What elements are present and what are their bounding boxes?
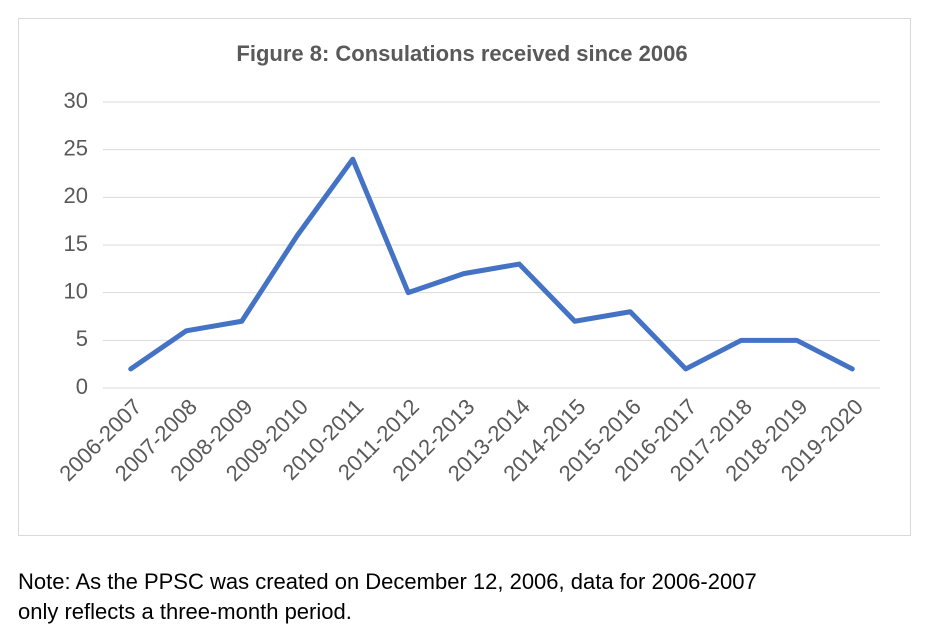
note-line: only reflects a three-month period. [18, 599, 352, 624]
y-tick-label: 25 [64, 135, 88, 160]
y-tick-label: 10 [64, 278, 88, 303]
y-tick-label: 0 [76, 374, 88, 399]
chart-title: Figure 8: Consulations received since 20… [236, 41, 687, 66]
data-line [128, 156, 855, 372]
y-tick-label: 5 [76, 326, 88, 351]
note-line: Note: As the PPSC was created on Decembe… [18, 569, 757, 594]
y-tick-label: 20 [64, 183, 88, 208]
chart-frame [18, 18, 911, 536]
y-tick-label: 30 [64, 88, 88, 113]
y-tick-label: 15 [64, 231, 88, 256]
